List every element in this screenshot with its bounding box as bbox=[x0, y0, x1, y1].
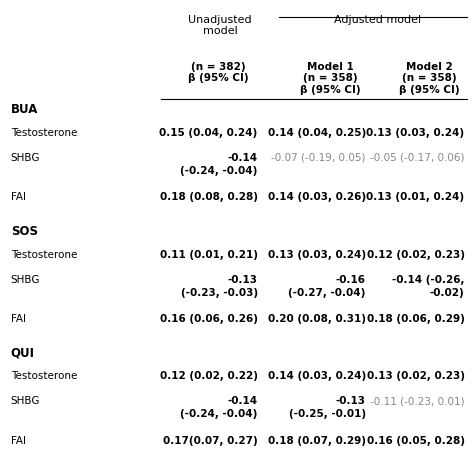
Text: -0.16: -0.16 bbox=[336, 274, 366, 285]
Text: 0.13 (0.02, 0.23): 0.13 (0.02, 0.23) bbox=[367, 371, 464, 381]
Text: -0.02): -0.02) bbox=[430, 288, 464, 297]
Text: -0.11 (-0.23, 0.01): -0.11 (-0.23, 0.01) bbox=[370, 396, 464, 406]
Text: 0.13 (0.03, 0.24): 0.13 (0.03, 0.24) bbox=[367, 128, 464, 138]
Text: (-0.24, -0.04): (-0.24, -0.04) bbox=[180, 410, 258, 419]
Text: SHBG: SHBG bbox=[11, 396, 40, 406]
Text: FAI: FAI bbox=[11, 192, 26, 202]
Text: 0.18 (0.07, 0.29): 0.18 (0.07, 0.29) bbox=[268, 436, 366, 446]
Text: Testosterone: Testosterone bbox=[11, 250, 77, 260]
Text: -0.05 (-0.17, 0.06): -0.05 (-0.17, 0.06) bbox=[370, 153, 464, 163]
Text: 0.14 (0.03, 0.24): 0.14 (0.03, 0.24) bbox=[268, 371, 366, 381]
Text: SOS: SOS bbox=[11, 225, 38, 238]
Text: BUA: BUA bbox=[11, 103, 38, 116]
Text: (n = 382)
β (95% CI): (n = 382) β (95% CI) bbox=[188, 62, 248, 83]
Text: (-0.25, -0.01): (-0.25, -0.01) bbox=[289, 410, 366, 419]
Text: FAI: FAI bbox=[11, 314, 26, 324]
Text: 0.18 (0.06, 0.29): 0.18 (0.06, 0.29) bbox=[367, 314, 464, 324]
Text: Adjusted model: Adjusted model bbox=[334, 15, 421, 25]
Text: 0.17(0.07, 0.27): 0.17(0.07, 0.27) bbox=[163, 436, 258, 446]
Text: 0.13 (0.01, 0.24): 0.13 (0.01, 0.24) bbox=[367, 192, 464, 202]
Text: 0.12 (0.02, 0.23): 0.12 (0.02, 0.23) bbox=[367, 250, 464, 260]
Text: 0.12 (0.02, 0.22): 0.12 (0.02, 0.22) bbox=[160, 371, 258, 381]
Text: (-0.24, -0.04): (-0.24, -0.04) bbox=[180, 166, 258, 176]
Text: 0.15 (0.04, 0.24): 0.15 (0.04, 0.24) bbox=[159, 128, 258, 138]
Text: 0.13 (0.03, 0.24): 0.13 (0.03, 0.24) bbox=[268, 250, 366, 260]
Text: 0.14 (0.04, 0.25): 0.14 (0.04, 0.25) bbox=[268, 128, 366, 138]
Text: 0.14 (0.03, 0.26): 0.14 (0.03, 0.26) bbox=[268, 192, 366, 202]
Text: -0.14: -0.14 bbox=[228, 153, 258, 163]
Text: (-0.27, -0.04): (-0.27, -0.04) bbox=[289, 288, 366, 297]
Text: 0.11 (0.01, 0.21): 0.11 (0.01, 0.21) bbox=[160, 250, 258, 260]
Text: 0.16 (0.06, 0.26): 0.16 (0.06, 0.26) bbox=[160, 314, 258, 324]
Text: -0.07 (-0.19, 0.05): -0.07 (-0.19, 0.05) bbox=[272, 153, 366, 163]
Text: Unadjusted
model: Unadjusted model bbox=[188, 15, 252, 36]
Text: Testosterone: Testosterone bbox=[11, 371, 77, 381]
Text: 0.16 (0.05, 0.28): 0.16 (0.05, 0.28) bbox=[367, 436, 464, 446]
Text: 0.20 (0.08, 0.31): 0.20 (0.08, 0.31) bbox=[268, 314, 366, 324]
Text: -0.14 (-0.26,: -0.14 (-0.26, bbox=[392, 274, 464, 285]
Text: Model 2
(n = 358)
β (95% CI): Model 2 (n = 358) β (95% CI) bbox=[399, 62, 460, 95]
Text: Testosterone: Testosterone bbox=[11, 128, 77, 138]
Text: 0.18 (0.08, 0.28): 0.18 (0.08, 0.28) bbox=[160, 192, 258, 202]
Text: SHBG: SHBG bbox=[11, 274, 40, 285]
Text: -0.14: -0.14 bbox=[228, 396, 258, 406]
Text: SHBG: SHBG bbox=[11, 153, 40, 163]
Text: (-0.23, -0.03): (-0.23, -0.03) bbox=[181, 288, 258, 297]
Text: -0.13: -0.13 bbox=[336, 396, 366, 406]
Text: -0.13: -0.13 bbox=[228, 274, 258, 285]
Text: QUI: QUI bbox=[11, 346, 35, 359]
Text: Model 1
(n = 358)
β (95% CI): Model 1 (n = 358) β (95% CI) bbox=[300, 62, 361, 95]
Text: FAI: FAI bbox=[11, 436, 26, 446]
